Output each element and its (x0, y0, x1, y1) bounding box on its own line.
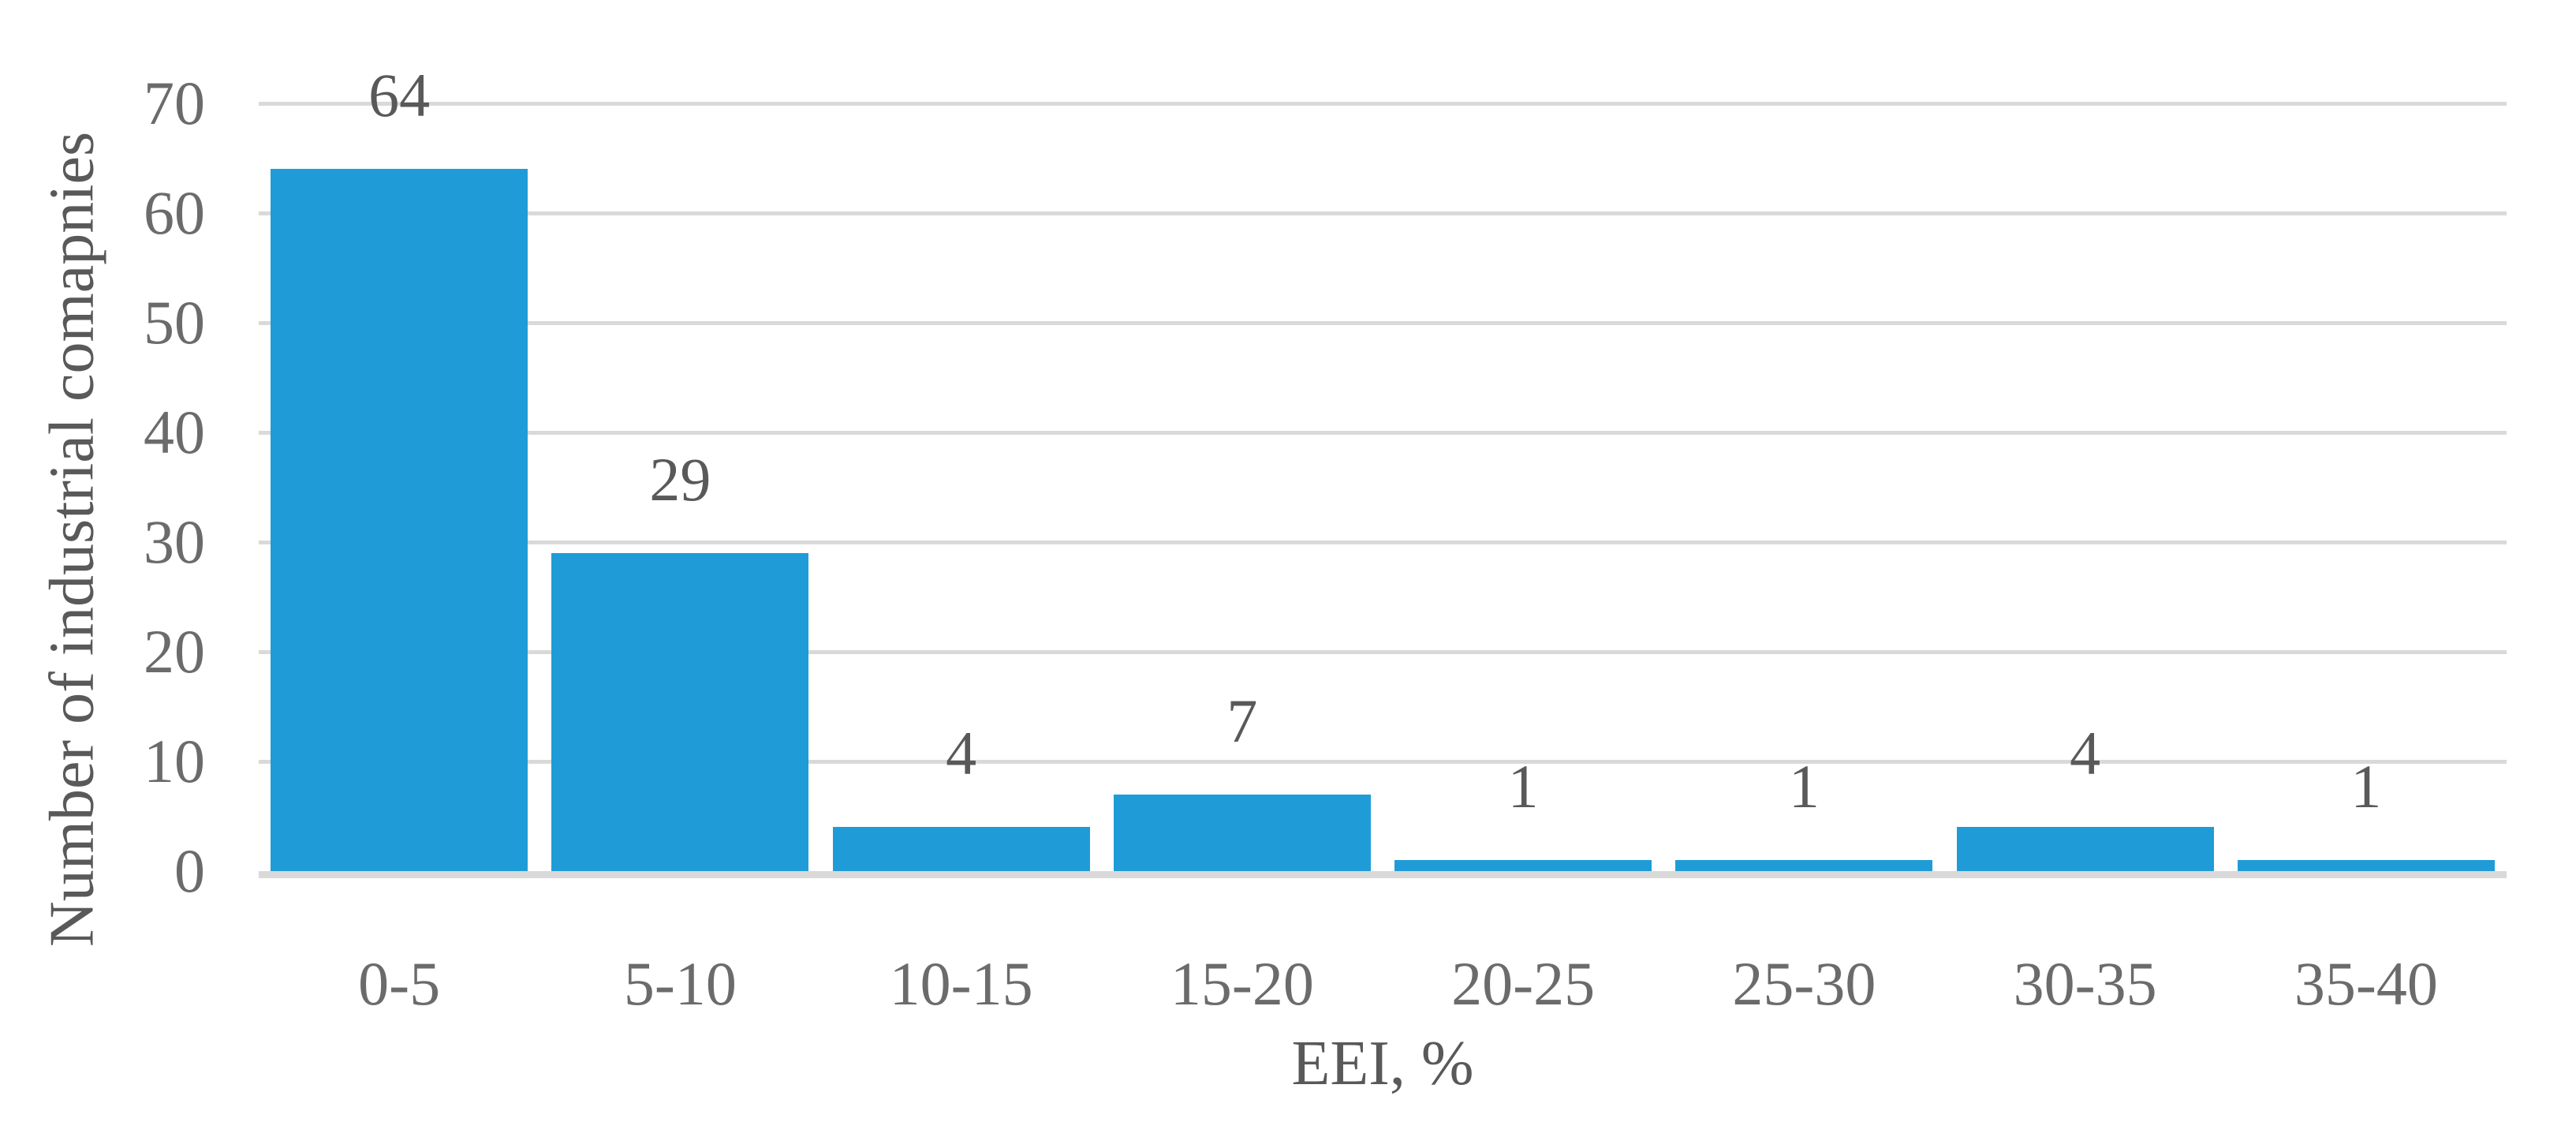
bar-5-10 (551, 552, 809, 871)
x-tick-label-20-25: 20-25 (1451, 949, 1596, 1018)
y-tick-label-60: 60 (144, 178, 205, 247)
y-tick-label-30: 30 (144, 507, 205, 576)
data-label-10-15: 4 (946, 719, 977, 788)
bar-10-15 (832, 827, 1090, 871)
x-axis-title: EEI, % (1291, 1029, 1474, 1098)
gridline-20 (259, 649, 2507, 654)
y-tick-label-0: 0 (174, 836, 205, 905)
x-tick-label-0-5: 0-5 (358, 949, 441, 1018)
data-label-35-40: 1 (2350, 752, 2382, 821)
gridline-60 (259, 211, 2507, 215)
data-label-20-25: 1 (1507, 752, 1539, 821)
bar-35-40 (2237, 860, 2495, 871)
data-label-0-5: 64 (368, 61, 431, 130)
y-tick-label-70: 70 (144, 69, 205, 137)
bar-15-20 (1113, 794, 1371, 871)
gridline-40 (259, 430, 2507, 435)
data-label-30-35: 4 (2070, 719, 2101, 788)
x-tick-label-30-35: 30-35 (2013, 949, 2157, 1018)
x-tick-label-15-20: 15-20 (1170, 949, 1314, 1018)
x-tick-label-5-10: 5-10 (623, 949, 737, 1018)
data-label-25-30: 1 (1788, 752, 1820, 821)
gridline-30 (259, 540, 2507, 544)
bar-25-30 (1675, 860, 1933, 871)
bar-0-5 (271, 169, 528, 871)
y-tick-label-50: 50 (144, 288, 205, 357)
gridline-50 (259, 320, 2507, 325)
x-tick-label-10-15: 10-15 (889, 949, 1033, 1018)
x-tick-label-25-30: 25-30 (1732, 949, 1876, 1018)
y-tick-label-10: 10 (144, 727, 205, 795)
y-tick-label-20: 20 (144, 617, 205, 686)
gridline-70 (259, 101, 2507, 106)
data-label-5-10: 29 (649, 444, 711, 514)
gridline-10 (259, 759, 2507, 764)
bar-30-35 (1956, 827, 2214, 871)
x-axis-line (259, 871, 2507, 878)
bar-20-25 (1394, 860, 1652, 871)
data-label-15-20: 7 (1226, 686, 1258, 755)
y-tick-label-40: 40 (144, 398, 205, 466)
x-tick-label-35-40: 35-40 (2294, 949, 2438, 1018)
